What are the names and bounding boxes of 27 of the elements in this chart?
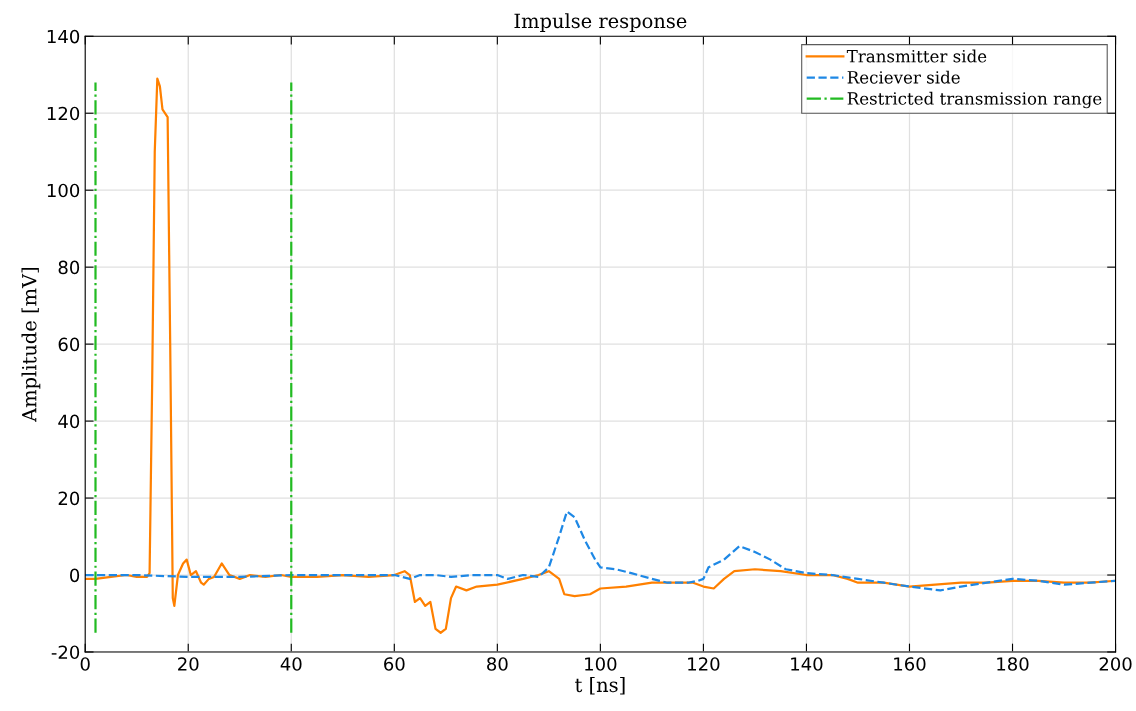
x-tick-label: 140	[791, 657, 823, 671]
y-tick-label: 20	[58, 491, 80, 506]
y-tick-label: 0	[70, 568, 80, 583]
x-tick-label: 20	[178, 657, 199, 671]
x-tick-label: 100	[585, 657, 617, 671]
x-tick-label: 120	[688, 657, 720, 671]
x-tick-label: 80	[487, 657, 508, 671]
chart-title: Impulse response	[514, 13, 687, 32]
x-axis-title: t [ns]	[575, 677, 625, 695]
x-tick-label: 0	[80, 657, 90, 671]
y-tick-label: -20	[51, 645, 80, 660]
y-tick-label: 80	[58, 260, 80, 275]
y-tick-label: 40	[58, 414, 80, 429]
y-tick-label: 120	[47, 106, 80, 121]
x-tick-label: 40	[280, 657, 302, 671]
x-tick-label: 160	[894, 657, 926, 671]
legend-label: Transmitter side	[846, 49, 987, 63]
y-tick-label: 100	[47, 183, 80, 198]
legend-label: Reciever side	[847, 70, 960, 84]
legend-label: Restricted transmission range	[847, 91, 1102, 109]
x-tick-label: 180	[997, 657, 1029, 671]
y-tick-label: 60	[58, 337, 80, 352]
y-axis-title: Amplitude [mV]	[21, 268, 41, 422]
line-series	[85, 510, 1116, 592]
x-tick-label: 200	[1099, 657, 1132, 671]
x-tick-label: 60	[384, 657, 405, 671]
y-tick-label: 140	[47, 29, 80, 44]
